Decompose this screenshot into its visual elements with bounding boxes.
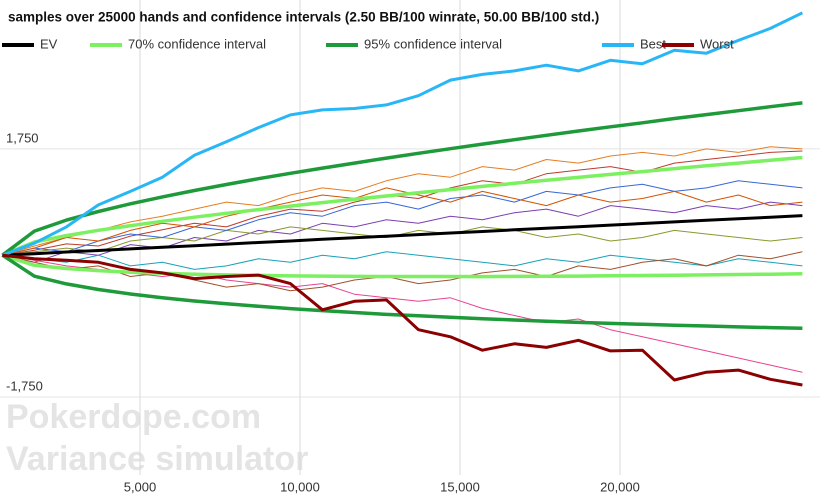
legend-label: 70% confidence interval [128, 36, 266, 51]
x-tick-label: 5,000 [124, 479, 157, 494]
sample-line [2, 180, 803, 256]
legend-label: 95% confidence interval [364, 36, 502, 51]
legend-label: Best [640, 36, 666, 51]
sample-line [2, 201, 803, 263]
watermark: Pokerdope.com [6, 398, 261, 436]
sample-line [2, 251, 803, 270]
series-line [1, 11, 804, 257]
series-line [2, 214, 803, 257]
sample-line [2, 146, 803, 256]
y-tick-label: 1,750 [6, 130, 39, 145]
y-tick-label: -1,750 [6, 378, 43, 393]
interval-upper [1, 155, 803, 257]
sample-line [2, 187, 803, 256]
legend-label: Worst [700, 36, 734, 51]
watermark: Variance simulator [6, 440, 308, 478]
x-tick-label: 10,000 [280, 479, 320, 494]
series-line [2, 253, 803, 387]
interval-lower [1, 253, 803, 279]
chart-title: samples over 25000 hands and confidence … [8, 10, 599, 25]
x-tick-label: 20,000 [600, 479, 640, 494]
legend-label: EV [40, 36, 58, 51]
x-tick-label: 15,000 [440, 479, 480, 494]
sample-line [2, 251, 803, 292]
interval-upper [1, 101, 803, 257]
